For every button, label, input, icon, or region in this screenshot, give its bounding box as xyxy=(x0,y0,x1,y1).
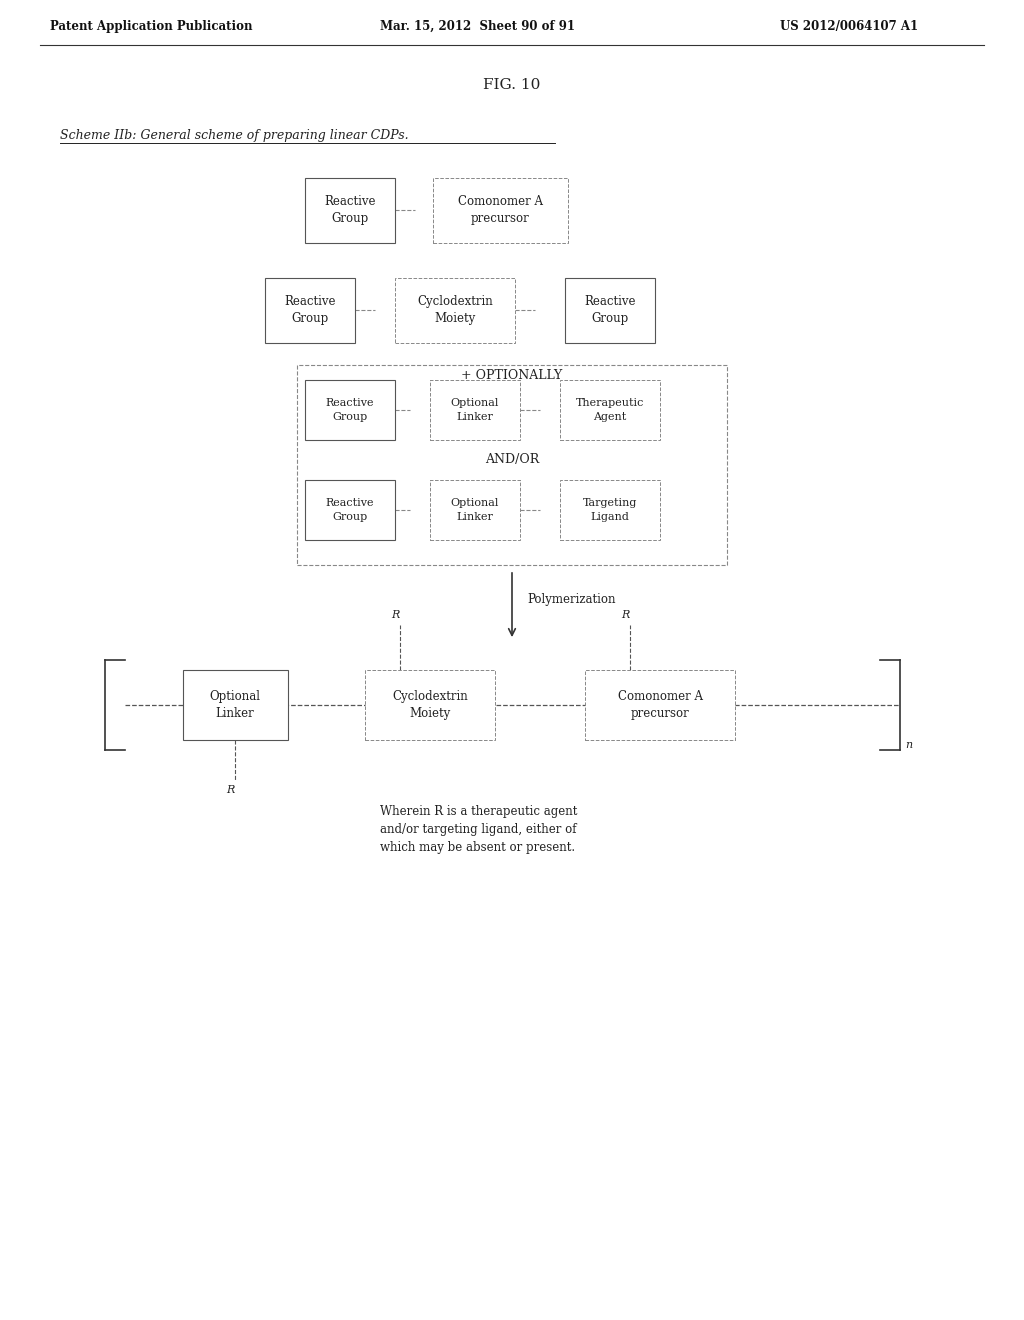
Text: US 2012/0064107 A1: US 2012/0064107 A1 xyxy=(780,20,919,33)
Text: AND/OR: AND/OR xyxy=(485,454,539,466)
Text: FIG. 10: FIG. 10 xyxy=(483,78,541,92)
FancyBboxPatch shape xyxy=(305,177,395,243)
FancyBboxPatch shape xyxy=(430,480,520,540)
FancyBboxPatch shape xyxy=(560,480,660,540)
Text: R: R xyxy=(391,610,399,620)
FancyBboxPatch shape xyxy=(585,671,735,741)
Text: Reactive
Group: Reactive Group xyxy=(285,294,336,325)
FancyBboxPatch shape xyxy=(305,480,395,540)
Text: Polymerization: Polymerization xyxy=(527,594,615,606)
Text: Targeting
Ligand: Targeting Ligand xyxy=(583,499,637,521)
FancyBboxPatch shape xyxy=(430,380,520,440)
Text: Reactive
Group: Reactive Group xyxy=(326,499,374,521)
FancyBboxPatch shape xyxy=(305,380,395,440)
Text: Cyclodextrin
Moiety: Cyclodextrin Moiety xyxy=(392,690,468,719)
Text: Patent Application Publication: Patent Application Publication xyxy=(50,20,253,33)
FancyBboxPatch shape xyxy=(432,177,567,243)
Text: Cyclodextrin
Moiety: Cyclodextrin Moiety xyxy=(417,294,493,325)
Text: Scheme IIb: General scheme of preparing linear CDPs.: Scheme IIb: General scheme of preparing … xyxy=(60,128,409,141)
FancyBboxPatch shape xyxy=(395,277,515,342)
Text: Optional
Linker: Optional Linker xyxy=(451,499,499,521)
Text: Mar. 15, 2012  Sheet 90 of 91: Mar. 15, 2012 Sheet 90 of 91 xyxy=(380,20,575,33)
Text: Reactive
Group: Reactive Group xyxy=(325,195,376,224)
Text: Comonomer A
precursor: Comonomer A precursor xyxy=(458,195,543,224)
Text: + OPTIONALLY: + OPTIONALLY xyxy=(462,368,562,381)
FancyBboxPatch shape xyxy=(560,380,660,440)
Text: R: R xyxy=(226,785,234,795)
Text: Reactive
Group: Reactive Group xyxy=(585,294,636,325)
Text: Optional
Linker: Optional Linker xyxy=(210,690,260,719)
FancyBboxPatch shape xyxy=(297,366,727,565)
Text: Reactive
Group: Reactive Group xyxy=(326,399,374,421)
Text: Comonomer A
precursor: Comonomer A precursor xyxy=(617,690,702,719)
FancyBboxPatch shape xyxy=(182,671,288,741)
Text: Optional
Linker: Optional Linker xyxy=(451,399,499,421)
FancyBboxPatch shape xyxy=(565,277,655,342)
Text: Therapeutic
Agent: Therapeutic Agent xyxy=(575,399,644,421)
FancyBboxPatch shape xyxy=(265,277,355,342)
FancyBboxPatch shape xyxy=(365,671,495,741)
Text: Wherein R is a therapeutic agent
and/or targeting ligand, either of
which may be: Wherein R is a therapeutic agent and/or … xyxy=(380,805,578,854)
Text: n: n xyxy=(905,741,912,750)
Text: R: R xyxy=(621,610,629,620)
